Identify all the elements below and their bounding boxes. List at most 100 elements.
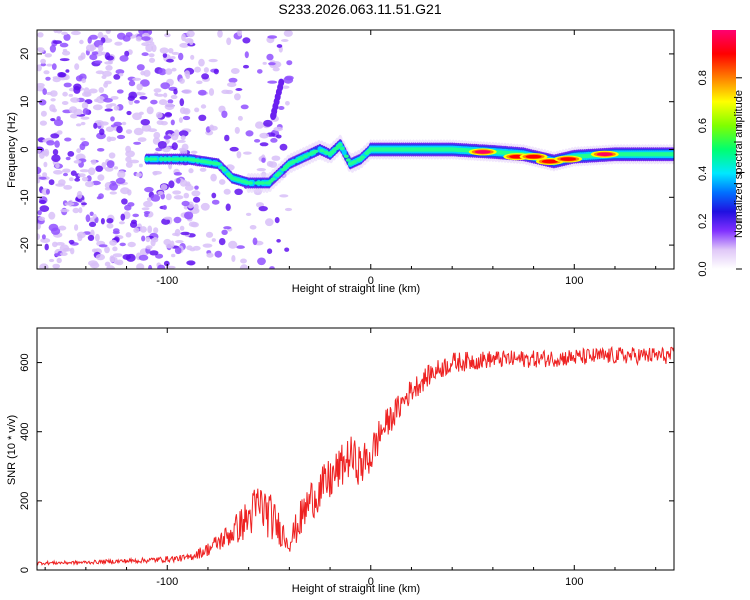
spectrogram-noise-blob xyxy=(208,88,215,96)
spectrogram-noise-blob xyxy=(52,76,61,80)
spectrogram-noise-blob xyxy=(93,122,98,129)
spectrogram-noise-blob xyxy=(158,99,168,106)
spectrogram-noise-blob xyxy=(115,259,124,266)
spectrogram-noise-blob xyxy=(194,66,202,73)
spectrogram-noise-blob xyxy=(269,266,275,269)
spectrogram-noise-blob xyxy=(218,179,226,185)
spectrogram-noise-blob xyxy=(221,229,228,235)
spectrogram-noise-blob xyxy=(97,174,105,181)
spectrogram-y-tick-label: 10 xyxy=(19,96,31,108)
spectrogram-noise-blob xyxy=(141,235,146,242)
colorbar-tick-label: 0.4 xyxy=(697,166,709,181)
spectrogram-ridge-mark xyxy=(345,158,351,162)
spectrogram-noise-blob xyxy=(181,33,186,42)
spectrogram-x-tick-label: 0 xyxy=(368,275,374,287)
spectrogram-noise-blob xyxy=(193,196,201,203)
spectrogram-noise-blob xyxy=(118,221,125,225)
spectrogram-noise-blob xyxy=(101,75,107,79)
snr-x-label: Height of straight line (km) xyxy=(292,583,420,595)
spectrogram-noise-blob xyxy=(157,141,167,149)
spectrogram-noise-blob xyxy=(106,55,114,61)
spectrogram-noise-blob xyxy=(132,112,142,121)
spectrogram-noise-blob xyxy=(239,264,249,269)
spectrogram-noise-blob xyxy=(190,54,195,60)
spectrogram-noise-blob xyxy=(152,171,158,176)
spectrogram-noise-blob xyxy=(143,200,153,208)
spectrogram-noise-blob xyxy=(113,121,122,127)
spectrogram-noise-blob xyxy=(151,44,157,53)
spectrogram-noise-blob xyxy=(237,115,243,121)
spectrogram-noise-blob xyxy=(68,93,74,97)
spectrogram-noise-blob xyxy=(192,245,201,251)
spectrogram-noise-blob xyxy=(179,98,185,107)
spectrogram-noise-blob xyxy=(184,38,194,44)
spectrogram-noise-blob xyxy=(135,172,142,177)
spectrogram-noise-blob xyxy=(106,218,114,224)
spectrogram-noise-blob xyxy=(184,211,194,220)
snr-y-ticks: 0 200 400 600 xyxy=(19,353,674,573)
spectrogram-ridge-mark xyxy=(276,171,282,176)
spectrogram-noise-blob xyxy=(152,137,161,145)
spectrogram-noise-blob xyxy=(43,161,48,168)
spectrogram-noise-blob xyxy=(227,82,237,88)
spectrogram-noise-blob xyxy=(135,36,143,42)
spectrogram-peak xyxy=(525,154,542,159)
spectrogram-noise-blob xyxy=(81,78,86,84)
spectrogram-noise-blob xyxy=(133,227,140,233)
spectrogram-peak xyxy=(474,150,491,154)
spectrogram-noise-blob xyxy=(51,227,61,235)
spectrogram-noise-blob xyxy=(37,166,42,175)
spectrogram-noise-blob xyxy=(103,98,113,103)
spectrogram-noise-blob xyxy=(109,191,118,195)
spectrogram-noise-blob xyxy=(148,57,156,63)
colorbar-tick-label: 0.2 xyxy=(697,214,709,229)
spectrogram-noise-blob xyxy=(167,99,174,104)
spectrogram-ridge-mark xyxy=(337,142,343,147)
spectrogram-noise-blob xyxy=(194,107,200,113)
spectrogram-noise-blob xyxy=(85,44,95,52)
spectrogram-noise-blob xyxy=(126,110,132,116)
spectrogram-noise-blob xyxy=(171,142,178,151)
spectrogram-noise-blob xyxy=(240,258,247,264)
spectrogram-noise-blob xyxy=(214,250,223,258)
spectrogram-noise-blob xyxy=(155,111,163,119)
spectrogram-noise-blob xyxy=(44,53,52,58)
spectrogram-noise-blob xyxy=(245,212,252,216)
spectrogram-noise-blob xyxy=(38,176,47,180)
spectrogram-noise-blob xyxy=(88,167,96,176)
spectrogram-x-label: Height of straight line (km) xyxy=(292,283,420,295)
spectrogram-noise-blob xyxy=(92,104,103,111)
spectrogram-noise-blob xyxy=(106,136,112,143)
spectrogram-noise-blob xyxy=(82,108,90,115)
spectrogram-noise-blob xyxy=(162,53,168,58)
spectrogram-noise-blob xyxy=(136,64,145,71)
spectrogram-noise-blob xyxy=(234,188,243,195)
spectrogram-noise-blob xyxy=(210,173,217,182)
spectrogram-noise-blob xyxy=(125,129,133,135)
spectrogram-noise-blob xyxy=(190,150,198,154)
figure-title: S233.2026.063.11.51.G21 xyxy=(278,1,441,17)
spectrogram-noise-blob xyxy=(162,205,167,210)
spectrogram-noise-blob xyxy=(155,253,164,259)
spectrogram-noise-blob xyxy=(237,30,243,37)
spectrogram-noise-blob xyxy=(76,148,81,154)
spectrogram-noise-blob xyxy=(209,124,214,131)
spectrogram-noise-blob xyxy=(147,225,153,234)
spectrogram-noise-blob xyxy=(99,128,105,136)
spectrogram-noise-blob xyxy=(78,55,84,61)
spectrogram-noise-blob xyxy=(55,242,65,246)
spectrogram-noise-blob xyxy=(170,94,178,100)
spectrogram-noise-blob xyxy=(56,130,63,135)
spectrogram-noise-blob xyxy=(165,68,173,75)
spectrogram-noise-blob xyxy=(203,67,209,73)
spectrogram-noise-blob xyxy=(81,176,89,182)
spectrogram-noise-blob xyxy=(63,33,71,41)
spectrogram-noise-blob xyxy=(194,185,199,190)
spectrogram-ridge-mark xyxy=(152,157,158,161)
spectrogram-noise-blob xyxy=(170,56,176,60)
spectrogram-noise-blob xyxy=(165,193,172,201)
snr-frame xyxy=(36,327,675,571)
spectrogram-noise-blob xyxy=(59,58,70,62)
spectrogram-noise-blob xyxy=(55,163,60,169)
spectrogram-y-ticks: -20 -10 0 10 20 xyxy=(19,48,674,253)
